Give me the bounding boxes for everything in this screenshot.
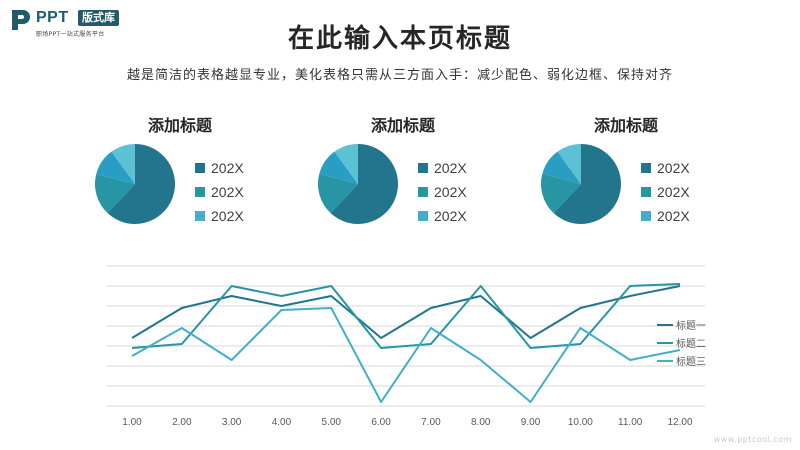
legend-swatch <box>641 187 651 197</box>
series-line-3 <box>131 307 681 403</box>
pie-slice-1 <box>553 144 621 224</box>
x-tick-label: 11.00 <box>618 417 643 428</box>
x-tick-label: 6.00 <box>371 417 391 428</box>
legend-item: 202X <box>195 204 244 228</box>
legend-swatch <box>418 163 428 173</box>
x-tick-label: 4.00 <box>272 417 292 428</box>
pie-chart-2: 添加标题 202X 202X 202X <box>318 108 538 238</box>
legend-item: 202X <box>418 156 467 180</box>
pie-svg <box>318 144 398 224</box>
pie-slice-3 <box>542 151 581 184</box>
x-tick-label: 3.00 <box>222 417 242 428</box>
x-tick-label: 10.00 <box>568 417 593 428</box>
pie-legend: 202X 202X 202X <box>641 156 690 228</box>
x-tick-label: 9.00 <box>521 417 541 428</box>
page-subtitle: 越是简洁的表格越显专业，美化表格只需从三方面入手：减少配色、弱化边框、保持对齐 <box>126 68 673 83</box>
watermark: www.pptcool.com <box>713 435 792 444</box>
legend-item: 202X <box>195 156 244 180</box>
legend-swatch <box>418 187 428 197</box>
legend-label: 202X <box>211 160 244 176</box>
brand-logo: PPT 版式库 职场PPT一站式服务平台 <box>10 8 160 38</box>
x-tick-label: 1.00 <box>122 417 142 428</box>
pie-legend: 202X 202X 202X <box>195 156 244 228</box>
legend-item: 202X <box>195 180 244 204</box>
legend-label: 202X <box>434 184 467 200</box>
pie-legend: 202X 202X 202X <box>418 156 467 228</box>
legend-item: 202X <box>418 180 467 204</box>
legend-series-label: 标题一 <box>676 320 706 332</box>
legend-label: 202X <box>657 184 690 200</box>
pie-slice-1 <box>330 144 398 224</box>
pie-slice-2 <box>95 174 135 214</box>
logo-text: PPT <box>36 9 69 26</box>
legend-item: 202X <box>641 180 690 204</box>
legend-label: 202X <box>211 184 244 200</box>
pie-slice-3 <box>96 151 135 184</box>
legend-swatch <box>195 187 205 197</box>
legend-swatch <box>418 211 428 221</box>
pie-slice-4 <box>334 144 358 184</box>
pie-slice-4 <box>111 144 135 184</box>
pie-chart-3: 添加标题 202X 202X 202X <box>541 108 761 238</box>
pie-chart-1: 添加标题 202X 202X 202X <box>95 108 315 238</box>
legend-swatch <box>195 211 205 221</box>
pie-svg <box>541 144 621 224</box>
pie-title: 添加标题 <box>147 116 212 135</box>
legend-label: 202X <box>657 208 690 224</box>
legend-series-label: 标题二 <box>676 338 706 350</box>
pie-slice-3 <box>319 151 358 184</box>
legend-swatch <box>195 163 205 173</box>
pie-slice-4 <box>557 144 581 184</box>
pie-title: 添加标题 <box>370 116 435 135</box>
legend-label: 202X <box>434 208 467 224</box>
legend-item: 202X <box>641 156 690 180</box>
x-tick-label: 8.00 <box>471 417 491 428</box>
line-chart: 1.00 2.00 3.00 4.00 5.00 6.00 7.00 8.00 9.00 10.0… <box>107 265 706 428</box>
logo-p-icon <box>12 10 30 30</box>
legend-label: 202X <box>434 160 467 176</box>
pie-title: 添加标题 <box>593 116 658 135</box>
x-tick-label: 12.00 <box>667 417 692 428</box>
x-tick-label: 2.00 <box>172 417 192 428</box>
x-tick-label: 5.00 <box>322 417 342 428</box>
x-tick-label: 7.00 <box>421 417 441 428</box>
legend-swatch <box>641 163 651 173</box>
pie-slice-1 <box>107 144 175 224</box>
legend-series-label: 标题三 <box>676 356 706 368</box>
legend-label: 202X <box>211 208 244 224</box>
legend-item: 202X <box>418 204 467 228</box>
series-line-1 <box>131 285 681 339</box>
logo-tagline: 职场PPT一站式服务平台 <box>36 31 105 38</box>
legend-label: 202X <box>657 160 690 176</box>
legend-swatch <box>641 211 651 221</box>
pie-slice-2 <box>541 174 581 214</box>
page-title: 在此输入本页标题 <box>287 24 512 54</box>
pie-slice-2 <box>318 174 358 214</box>
logo-badge: 版式库 <box>78 10 119 26</box>
legend-item: 202X <box>641 204 690 228</box>
pie-svg <box>95 144 175 224</box>
